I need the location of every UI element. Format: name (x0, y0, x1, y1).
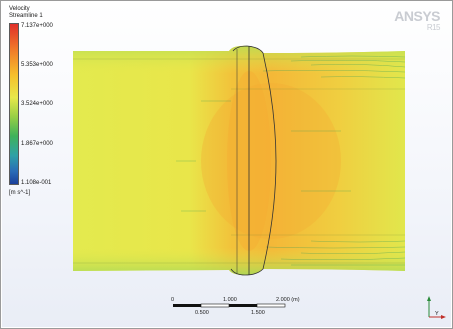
legend-tick-min: 1.108e-001 (21, 180, 52, 186)
legend-tick-max: 7.137e+000 (21, 23, 53, 29)
legend-tick: 3.524e+000 (21, 101, 53, 107)
legend-unit: [m s^-1] (9, 190, 31, 196)
scale-label-2: 2.000 (m) (276, 297, 300, 303)
colorbar (9, 23, 19, 185)
scale-label-mid-2: 1.500 (251, 310, 265, 316)
axis-y-label: Y (435, 311, 439, 317)
legend-tick: 5.353e+000 (21, 62, 53, 68)
scale-label-0: 0 (171, 297, 175, 303)
legend-title: Velocity Streamline 1 (9, 6, 43, 19)
axis-triad (427, 296, 446, 319)
legend-tick: 1.867e+000 (21, 141, 53, 147)
ansys-logo: ANSYS R15 (394, 8, 440, 32)
streamlines (176, 55, 406, 266)
body-outline (230, 45, 277, 276)
scale-label-1: 1.000 (223, 297, 237, 303)
scale-bar (173, 303, 286, 308)
scale-label-mid-1: 0.500 (195, 310, 209, 316)
